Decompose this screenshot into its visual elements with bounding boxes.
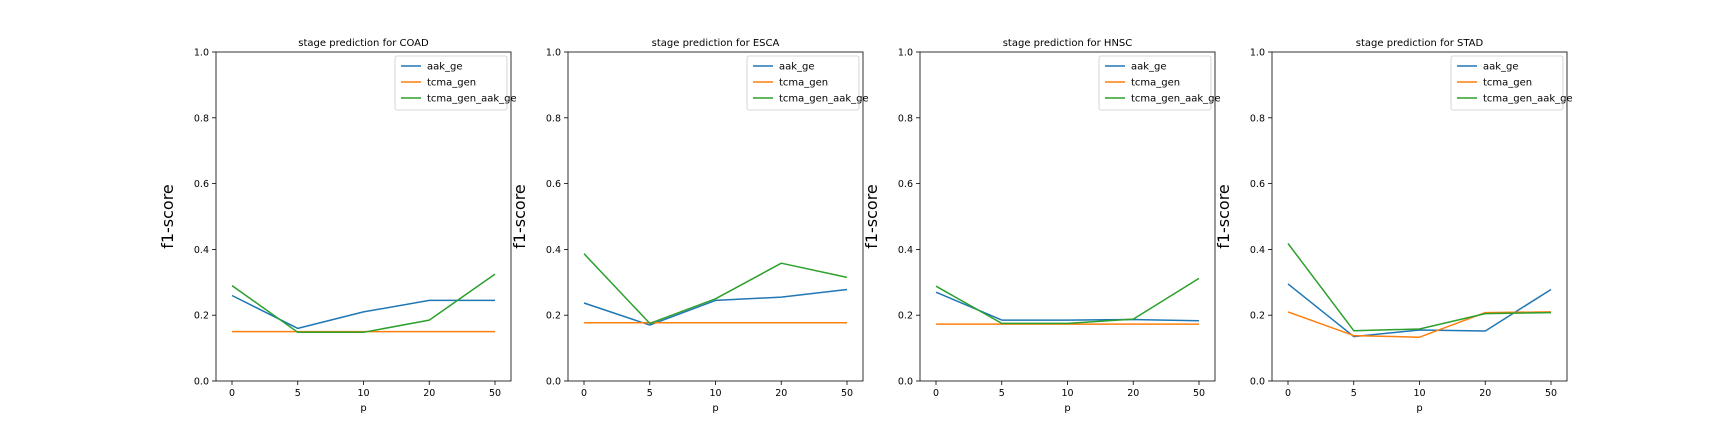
legend-label: tcma_gen (1483, 78, 1532, 89)
series-line-tcma_gen_aak_ge (935, 277, 1200, 325)
y-tick-label: 1.0 (898, 48, 913, 59)
x-tick-label: 0 (581, 388, 587, 399)
x-tick-label: 0 (1285, 388, 1291, 399)
y-tick-label: 0.4 (194, 245, 209, 256)
legend: aak_ge tcma_gen tcma_gen_aak_ge (1450, 55, 1573, 111)
x-axis-label: p (712, 403, 718, 414)
series-line-tcma_gen_aak_ge (583, 253, 848, 325)
x-tick-label: 50 (841, 388, 853, 399)
y-tick-label: 0.6 (194, 179, 209, 190)
x-tick-label: 50 (489, 388, 501, 399)
x-tick-label: 10 (709, 388, 721, 399)
x-tick-label: 10 (1061, 388, 1073, 399)
chart-title: stage prediction for STAD (1356, 38, 1484, 49)
legend: aak_ge tcma_gen tcma_gen_aak_ge (394, 55, 517, 111)
legend-box (1450, 55, 1564, 111)
legend-label: tcma_gen_aak_ge (1131, 94, 1221, 105)
series-line-aak_ge (1287, 283, 1552, 338)
legend-label: aak_ge (427, 62, 463, 73)
legend-label: tcma_gen (427, 78, 476, 89)
x-tick-label: 20 (1479, 388, 1491, 399)
x-axis-label: p (1416, 403, 1422, 414)
y-tick-label: 1.0 (546, 48, 561, 59)
y-tick-label: 0.2 (1250, 311, 1265, 322)
series-line-tcma_gen (1287, 311, 1552, 338)
series-line-tcma_gen_aak_ge (1287, 243, 1552, 332)
y-tick-label: 0.0 (898, 377, 913, 388)
legend: aak_ge tcma_gen tcma_gen_aak_ge (746, 55, 869, 111)
y-tick-label: 0.2 (194, 311, 209, 322)
x-tick-label: 50 (1545, 388, 1557, 399)
y-axis-label: f1-score (1214, 184, 1233, 249)
series-line-tcma_gen_aak_ge (231, 273, 496, 334)
x-tick-label: 5 (647, 388, 653, 399)
y-tick-label: 0.4 (898, 245, 913, 256)
chart-panel-0: stage prediction for COAD 0.0 0.2 0.4 0.6 0.8… (158, 38, 517, 414)
chart-panel-1: stage prediction for ESCA 0.0 0.2 0.4 0.6 0.8… (510, 38, 869, 414)
y-tick-label: 0.8 (194, 113, 209, 124)
legend-label: tcma_gen_aak_ge (1483, 94, 1573, 105)
y-tick-label: 0.8 (1250, 113, 1265, 124)
chart-title: stage prediction for COAD (298, 38, 429, 49)
x-tick-label: 0 (229, 388, 235, 399)
legend-label: aak_ge (1131, 62, 1167, 73)
x-tick-label: 10 (357, 388, 369, 399)
legend-label: aak_ge (1483, 62, 1519, 73)
x-tick-label: 20 (423, 388, 435, 399)
x-tick-label: 10 (1413, 388, 1425, 399)
y-tick-label: 1.0 (1250, 48, 1265, 59)
y-tick-label: 0.2 (546, 311, 561, 322)
legend-box (1098, 55, 1212, 111)
chart-title: stage prediction for HNSC (1003, 38, 1133, 49)
y-tick-label: 0.8 (546, 113, 561, 124)
y-tick-label: 0.4 (546, 245, 561, 256)
y-axis-label: f1-score (158, 184, 177, 249)
legend: aak_ge tcma_gen tcma_gen_aak_ge (1098, 55, 1221, 111)
x-tick-label: 5 (295, 388, 301, 399)
x-tick-label: 5 (1351, 388, 1357, 399)
y-tick-label: 0.6 (1250, 179, 1265, 190)
y-tick-label: 0.6 (546, 179, 561, 190)
x-axis-label: p (360, 403, 366, 414)
y-tick-label: 0.6 (898, 179, 913, 190)
legend-box (394, 55, 508, 111)
y-tick-label: 0.4 (1250, 245, 1265, 256)
x-tick-label: 20 (775, 388, 787, 399)
y-tick-label: 0.2 (898, 311, 913, 322)
legend-label: aak_ge (779, 62, 815, 73)
y-axis-label: f1-score (510, 184, 529, 249)
y-tick-label: 0.8 (898, 113, 913, 124)
y-tick-label: 0.0 (1250, 377, 1265, 388)
x-tick-label: 0 (933, 388, 939, 399)
legend-label: tcma_gen (779, 78, 828, 89)
legend-label: tcma_gen_aak_ge (427, 94, 517, 105)
chart-panel-2: stage prediction for HNSC 0.0 0.2 0.4 0.6 0.8… (862, 38, 1221, 414)
x-tick-label: 5 (999, 388, 1005, 399)
legend-box (746, 55, 860, 111)
x-axis-label: p (1064, 403, 1070, 414)
y-tick-label: 0.0 (194, 377, 209, 388)
x-tick-label: 50 (1193, 388, 1205, 399)
legend-label: tcma_gen_aak_ge (779, 94, 869, 105)
legend-label: tcma_gen (1131, 78, 1180, 89)
chart-title: stage prediction for ESCA (652, 38, 780, 49)
series-line-aak_ge (583, 288, 848, 326)
y-axis-label: f1-score (862, 184, 881, 249)
y-tick-label: 1.0 (194, 48, 209, 59)
y-tick-label: 0.0 (546, 377, 561, 388)
chart-panel-3: stage prediction for STAD 0.0 0.2 0.4 0.6 0.8… (1214, 38, 1573, 414)
x-tick-label: 20 (1127, 388, 1139, 399)
